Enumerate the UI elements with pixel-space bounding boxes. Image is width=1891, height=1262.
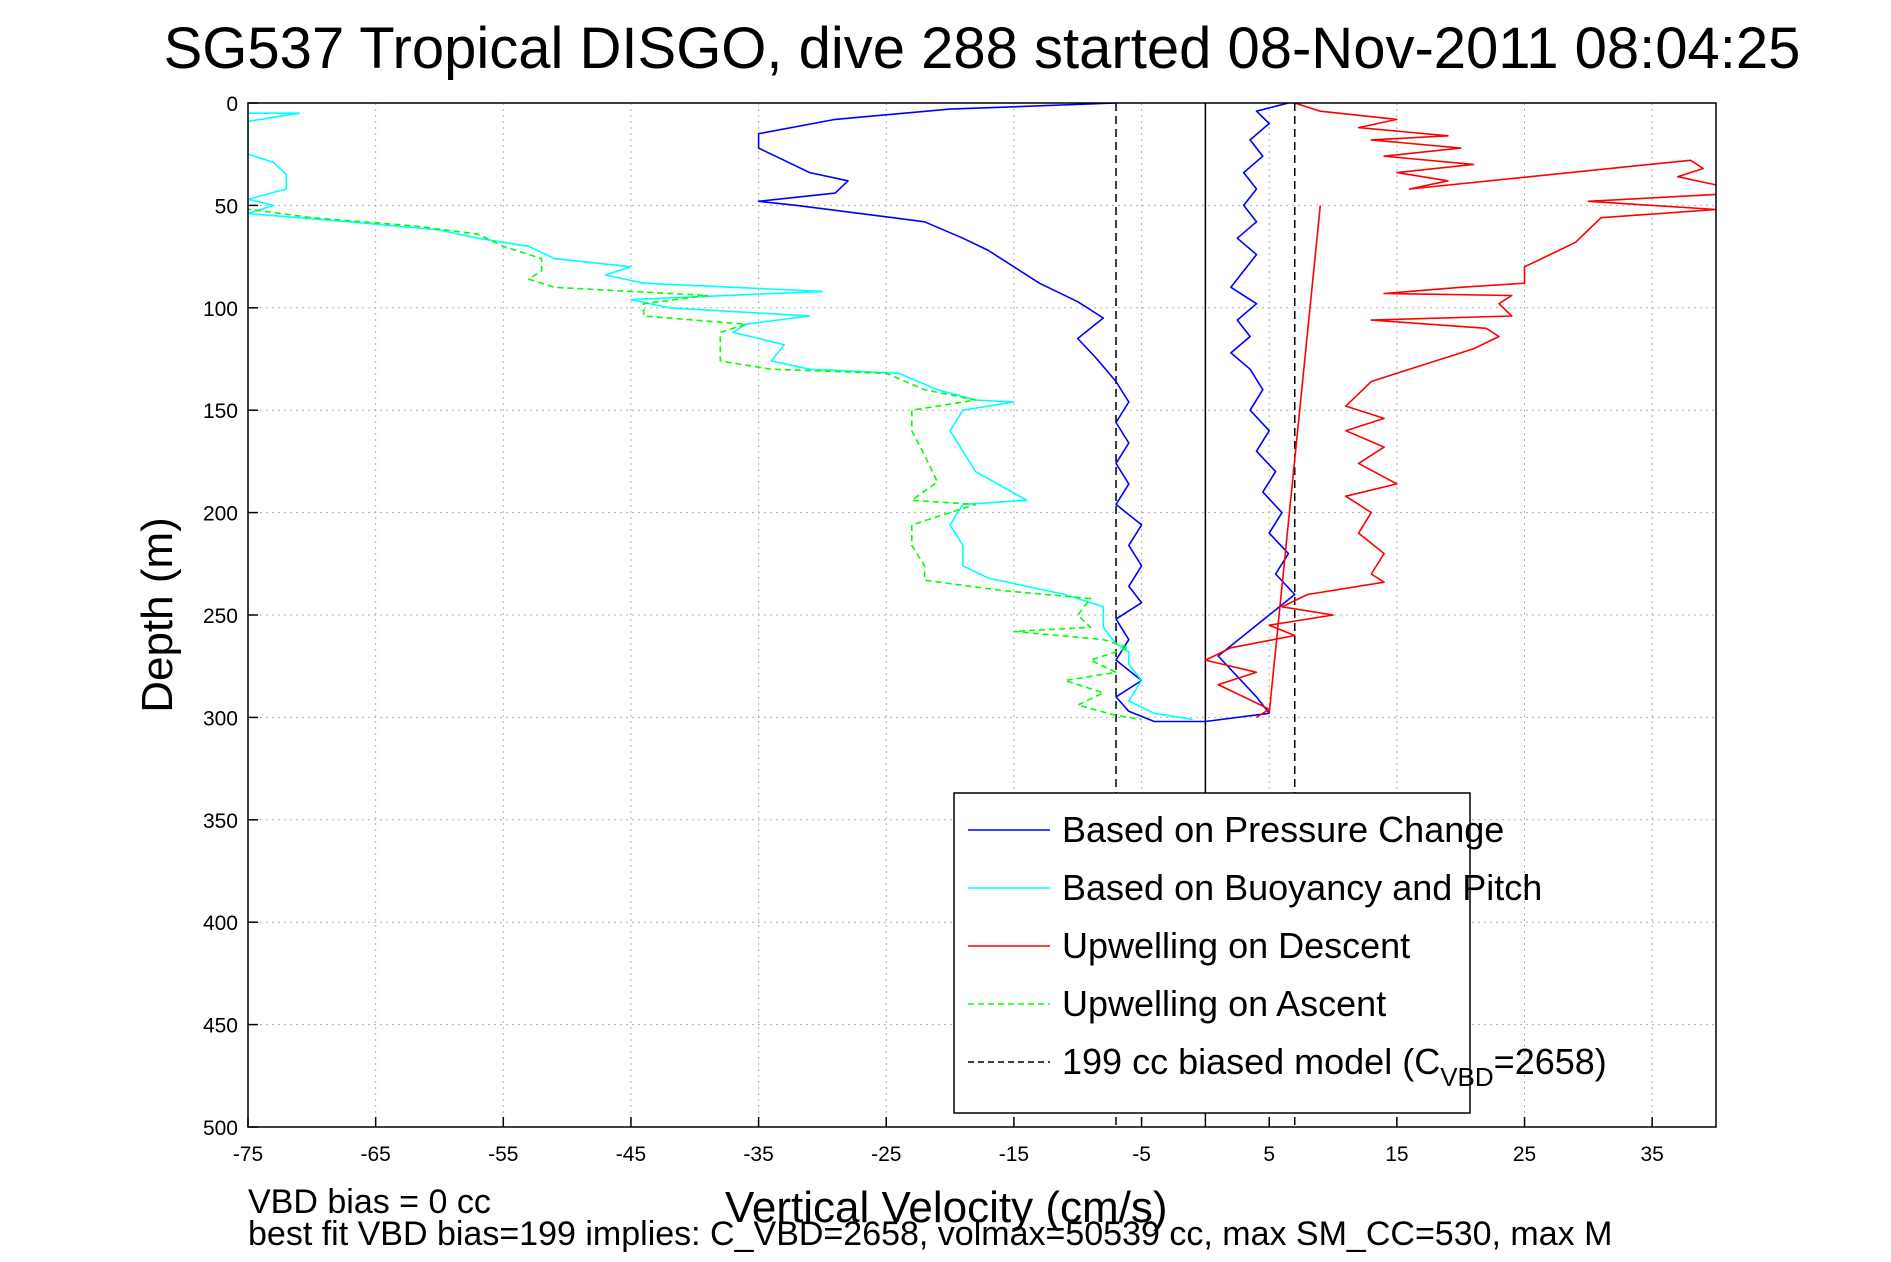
legend-label-subscript: VBD: [1440, 1062, 1493, 1092]
legend-label: Based on Buoyancy and Pitch: [1062, 867, 1542, 908]
x-tick-label: -25: [871, 1143, 901, 1166]
x-tick-label: 5: [1263, 1143, 1275, 1166]
x-tick-label: -55: [488, 1143, 518, 1166]
legend-label: Upwelling on Ascent: [1062, 983, 1386, 1024]
y-tick-label: 150: [203, 400, 238, 423]
y-tick-label: 350: [203, 810, 238, 833]
legend-label-text: Based on Pressure Change: [1062, 809, 1504, 850]
x-tick-label: -65: [360, 1143, 390, 1166]
y-tick-label: 0: [226, 93, 238, 116]
y-tick-label: 250: [203, 605, 238, 628]
series-based-on-pressure-change: [757, 103, 1296, 723]
series-model-line: [1268, 205, 1322, 714]
series-upwelling-on-descent: [1204, 103, 1716, 719]
x-tick-label: -75: [233, 1143, 263, 1166]
legend-label-text: 199 cc biased model (C: [1062, 1041, 1440, 1082]
series-upwelling-on-ascent: [248, 208, 1142, 721]
y-axis-label: Depth (m): [133, 517, 182, 713]
legend-label-text: Upwelling on Ascent: [1062, 983, 1386, 1024]
legend-box: [953, 792, 1471, 1114]
legend-label: Upwelling on Descent: [1062, 925, 1410, 966]
legend-label-tail: =2658): [1494, 1041, 1607, 1082]
chart-title: SG537 Tropical DISGO, dive 288 started 0…: [164, 16, 1801, 81]
x-tick-label: 25: [1513, 1143, 1536, 1166]
footer-vbd-bias: VBD bias = 0 cc: [248, 1183, 491, 1221]
series-based-on-buoyancy-and-pitch: [248, 112, 1193, 721]
footer-best-fit: best fit VBD bias=199 implies: C_VBD=265…: [248, 1215, 1613, 1253]
y-tick-label: 50: [215, 195, 238, 218]
x-tick-label: -35: [743, 1143, 773, 1166]
x-tick-label: -45: [616, 1143, 646, 1166]
y-tick-label: 500: [203, 1117, 238, 1140]
legend-label-text: Upwelling on Descent: [1062, 925, 1410, 966]
x-tick-label: 35: [1640, 1143, 1663, 1166]
y-tick-label: 450: [203, 1015, 238, 1038]
axis-ticks: -75 -65 -55 -45 -35 -25 -15 -5 5 15 25 350501001502…: [203, 93, 1664, 1166]
y-tick-label: 100: [203, 298, 238, 321]
x-axis-label: Vertical Velocity (cm/s): [725, 1183, 1168, 1232]
y-tick-label: 400: [203, 912, 238, 935]
series-layer: [248, 103, 1716, 723]
x-tick-label: -5: [1132, 1143, 1151, 1166]
legend-label-text: Based on Buoyancy and Pitch: [1062, 867, 1542, 908]
x-tick-label: -15: [999, 1143, 1029, 1166]
legend-label: Based on Pressure Change: [1062, 809, 1504, 850]
legend-label: 199 cc biased model (CVBD=2658): [1062, 1041, 1607, 1092]
y-tick-label: 200: [203, 503, 238, 526]
legend: Based on Pressure Change Based on Buoyanc…: [953, 792, 1607, 1114]
y-tick-label: 300: [203, 707, 238, 730]
x-tick-label: 15: [1385, 1143, 1408, 1166]
